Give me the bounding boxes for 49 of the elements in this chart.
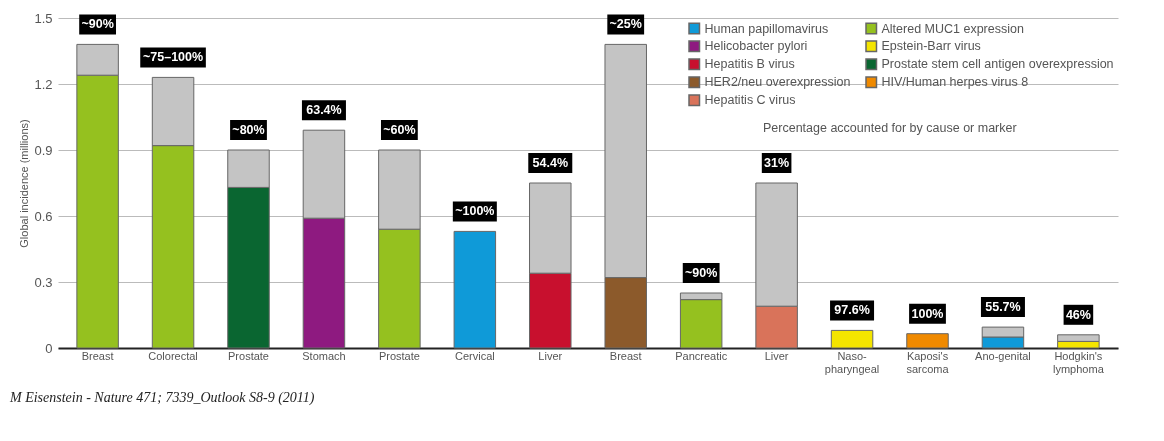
legend-label: Epstein-Barr virus bbox=[881, 39, 981, 54]
x-tick-label: Stomach bbox=[302, 349, 346, 362]
legend-label: HER2/neu overexpression bbox=[704, 75, 851, 90]
x-tick-label: Cervical bbox=[454, 349, 495, 362]
legend-label: Helicobacter pylori bbox=[704, 39, 808, 54]
annotation: ~80% bbox=[232, 123, 265, 137]
x-tick-label: Naso- pharyngeal bbox=[824, 349, 880, 375]
legend-label: Altered MUC1 expression bbox=[881, 21, 1024, 36]
x-tick-label: Colorectal bbox=[148, 349, 198, 362]
annotation: ~90% bbox=[81, 17, 114, 32]
annotation: ~60% bbox=[383, 123, 416, 137]
x-tick-label: Liver bbox=[764, 349, 789, 362]
annotation: 100% bbox=[911, 306, 944, 321]
legend-label: HIV/Human herpes virus 8 bbox=[881, 75, 1029, 90]
annotation: 55.7% bbox=[985, 300, 1021, 315]
annotation: ~90% bbox=[685, 266, 718, 280]
annotation: Percentage accounted for by cause or marker bbox=[763, 121, 1017, 135]
y-tick-label: 0.3 bbox=[34, 274, 53, 290]
text: M Eisenstein - Nature 471; 7339_Outlook S8-9 (2011) bbox=[9, 390, 315, 406]
legend-label: Hepatitis B virus bbox=[704, 57, 795, 72]
x-tick-label: Prostate bbox=[228, 349, 269, 362]
x-tick-label: Pancreatic bbox=[675, 349, 728, 362]
x-tick-label: Breast bbox=[609, 349, 642, 362]
legend-label: Prostate stem cell antigen overexpression bbox=[881, 57, 1114, 72]
legend-label: Hepatitis C virus bbox=[704, 93, 796, 108]
y-tick-label: 1.2 bbox=[34, 76, 53, 92]
y-tick-label: 1.5 bbox=[34, 10, 53, 26]
y-tick-label: 0.6 bbox=[34, 208, 53, 224]
annotation: 97.6% bbox=[834, 303, 870, 318]
x-tick-label: Hodgkin's lymphoma bbox=[1053, 349, 1105, 375]
annotation: ~25% bbox=[609, 17, 642, 32]
bar bbox=[453, 230, 497, 349]
y-axis-title: Global incidence (millions) bbox=[18, 119, 31, 248]
x-tick-label: Breast bbox=[81, 349, 114, 362]
x-tick-label: Kaposi's sarcoma bbox=[906, 349, 950, 375]
x-tick-label: Prostate bbox=[378, 349, 420, 362]
bar bbox=[830, 329, 874, 349]
annotation: 31% bbox=[764, 156, 790, 170]
y-tick-label: 0 bbox=[45, 340, 53, 356]
legend-label: Human papillomavirus bbox=[704, 21, 829, 36]
annotation: 46% bbox=[1065, 307, 1091, 322]
annotation: ~75–100% bbox=[142, 50, 204, 65]
annotation: ~100% bbox=[455, 204, 495, 219]
x-tick-label: Liver bbox=[538, 349, 563, 362]
annotation: 63.4% bbox=[306, 103, 342, 118]
x-tick-label: Ano-genital bbox=[975, 349, 1031, 362]
annotation: 54.4% bbox=[532, 156, 568, 170]
bar bbox=[906, 333, 949, 349]
y-tick-label: 0.9 bbox=[34, 142, 53, 158]
